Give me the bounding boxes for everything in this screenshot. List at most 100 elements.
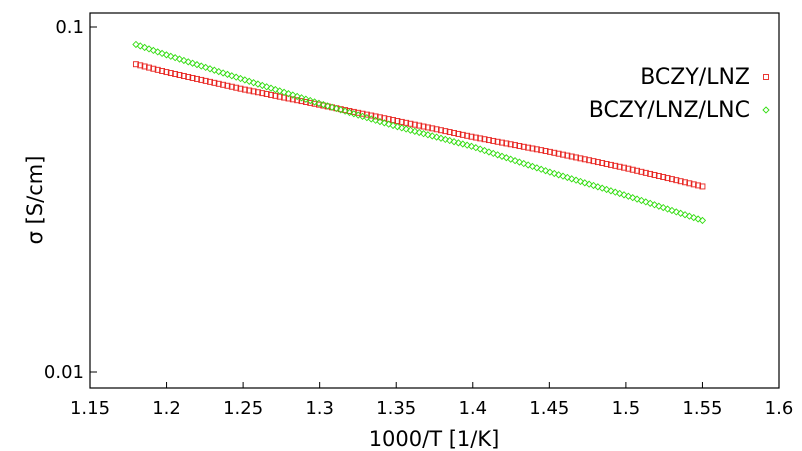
data-point: [424, 124, 431, 131]
data-point: [297, 94, 306, 102]
data-point: [371, 116, 380, 124]
data-point: [559, 172, 567, 180]
data-point: [289, 91, 297, 99]
data-point: [254, 80, 262, 88]
data-point: [686, 180, 693, 187]
data-point: [611, 188, 619, 196]
data-point: [651, 172, 658, 178]
data-point: [402, 125, 410, 133]
data-point: [263, 91, 270, 97]
data-point: [660, 174, 667, 180]
data-point: [220, 81, 227, 88]
data-point: [625, 165, 632, 172]
data-point: [677, 178, 684, 185]
data-point: [294, 97, 301, 104]
data-point: [185, 74, 192, 80]
x-tick-label: 1.5: [612, 398, 641, 419]
data-point: [267, 84, 275, 92]
data-point: [572, 176, 580, 184]
data-point: [149, 46, 158, 55]
data-point: [271, 85, 280, 94]
data-point: [258, 81, 266, 90]
data-point: [363, 114, 371, 122]
data-point: [293, 92, 301, 101]
data-point: [668, 206, 676, 215]
data-point: [624, 192, 632, 200]
data-point: [232, 73, 240, 81]
data-point: [634, 167, 641, 174]
data-point: [607, 187, 615, 195]
data-point: [310, 98, 319, 106]
data-point: [507, 141, 514, 148]
data-point: [158, 49, 166, 58]
data-point: [564, 152, 571, 159]
data-point: [546, 148, 553, 155]
data-point: [272, 92, 279, 99]
data-point: [228, 83, 235, 90]
data-point: [377, 114, 383, 121]
data-point: [642, 198, 650, 206]
data-point: [542, 148, 549, 154]
data-point: [616, 189, 624, 198]
data-point: [454, 139, 463, 147]
data-point: [493, 151, 502, 159]
data-point: [507, 155, 515, 163]
data-point: [590, 158, 597, 165]
data-point: [193, 60, 201, 69]
data-point: [167, 52, 175, 60]
data-point: [319, 100, 327, 109]
data-point: [141, 63, 148, 70]
data-point: [551, 149, 558, 156]
data-point: [699, 183, 706, 190]
data-point: [490, 137, 497, 144]
data-point: [210, 66, 219, 74]
data-point: [599, 160, 606, 166]
data-point: [206, 65, 214, 73]
data-point: [280, 88, 288, 96]
x-tick-label: 1.6: [765, 398, 794, 419]
data-point: [145, 45, 153, 53]
data-point: [533, 164, 541, 172]
x-tick-label: 1.15: [70, 398, 110, 419]
y-tick-label: 0.01: [44, 362, 84, 383]
x-tick-label: 1.45: [529, 398, 569, 419]
data-point: [219, 69, 227, 77]
data-point: [516, 143, 523, 149]
data-point: [472, 144, 480, 152]
data-point: [146, 64, 152, 71]
data-point: [415, 128, 423, 137]
data-point: [372, 113, 379, 120]
data-point: [555, 150, 562, 157]
data-point: [672, 208, 680, 216]
data-point: [602, 185, 611, 194]
data-point: [612, 162, 619, 169]
data-point: [241, 86, 248, 93]
data-point: [202, 77, 209, 84]
data-point: [650, 201, 659, 209]
x-tick-label: 1.2: [152, 398, 181, 419]
data-point: [167, 70, 174, 77]
data-point: [529, 145, 536, 152]
data-point: [538, 147, 545, 154]
data-point: [162, 51, 171, 59]
x-axis-title: 1000/T [1/K]: [369, 427, 500, 451]
data-point: [154, 48, 162, 56]
data-point: [376, 117, 384, 126]
data-point: [289, 96, 296, 103]
data-point: [276, 87, 284, 95]
y-axis-title: σ [S/cm]: [23, 156, 47, 245]
data-point: [594, 159, 601, 166]
data-point: [358, 112, 367, 120]
data-point: [233, 84, 240, 91]
data-point: [223, 70, 232, 79]
data-point: [642, 169, 649, 176]
data-point: [429, 125, 436, 132]
data-point: [472, 134, 479, 141]
data-point: [284, 90, 293, 98]
data-point: [664, 175, 671, 182]
data-point: [176, 72, 183, 78]
data-point: [263, 83, 271, 91]
data-point: [681, 211, 689, 219]
data-point: [172, 71, 179, 77]
